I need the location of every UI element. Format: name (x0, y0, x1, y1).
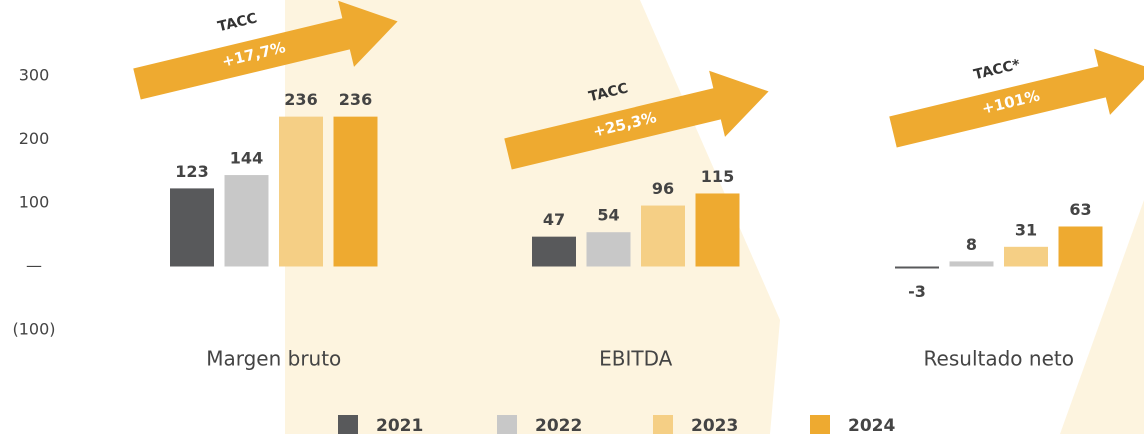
bar (695, 193, 740, 267)
bar (170, 188, 214, 267)
x-tick-label: EBITDA (599, 347, 673, 371)
legend-swatch (653, 415, 673, 434)
x-tick-label: Margen bruto (206, 347, 341, 371)
y-tick-label: (100) (12, 320, 55, 339)
legend-swatch (338, 415, 358, 434)
bar (586, 232, 631, 267)
legend-label: 2021 (376, 416, 423, 434)
y-tick-label: — (26, 256, 42, 275)
value-label: 96 (652, 179, 674, 198)
y-tick-label: 300 (19, 66, 50, 85)
arrow-shape (889, 48, 1144, 148)
legend-swatch (810, 415, 830, 434)
y-tick-label: 100 (19, 193, 50, 212)
bar (224, 175, 269, 267)
value-label: 47 (543, 210, 565, 229)
annotation-label: TACC (216, 10, 258, 35)
value-label: 54 (597, 206, 619, 225)
value-label: -3 (908, 282, 926, 301)
legend-swatch (497, 415, 517, 434)
value-label: 236 (284, 90, 317, 109)
bar (1058, 226, 1103, 267)
annotation-label: TACC* (972, 57, 1022, 84)
value-label: 236 (339, 90, 372, 109)
value-label: 123 (175, 162, 208, 181)
bar (1004, 246, 1048, 267)
value-label: 63 (1069, 200, 1091, 219)
value-label: 115 (701, 167, 734, 186)
legend-label: 2022 (535, 416, 582, 434)
value-label: 8 (966, 235, 977, 254)
arrow: TACC +17,7% (133, 0, 398, 100)
value-label: 31 (1015, 220, 1037, 239)
arrow: TACC* +101% (889, 48, 1144, 148)
arrow-shape (133, 0, 398, 100)
bar (333, 116, 378, 267)
x-tick-label: Resultado neto (924, 347, 1074, 371)
bar (949, 261, 994, 267)
bar (895, 266, 939, 269)
legend-label: 2023 (691, 416, 738, 434)
arrow-shape (504, 70, 769, 170)
bar (279, 116, 323, 267)
background-shape (1060, 200, 1144, 434)
value-label: 144 (230, 149, 263, 168)
bar (641, 205, 685, 267)
bar (532, 236, 576, 267)
y-tick-label: 200 (19, 129, 50, 148)
legend-label: 2024 (848, 416, 895, 434)
